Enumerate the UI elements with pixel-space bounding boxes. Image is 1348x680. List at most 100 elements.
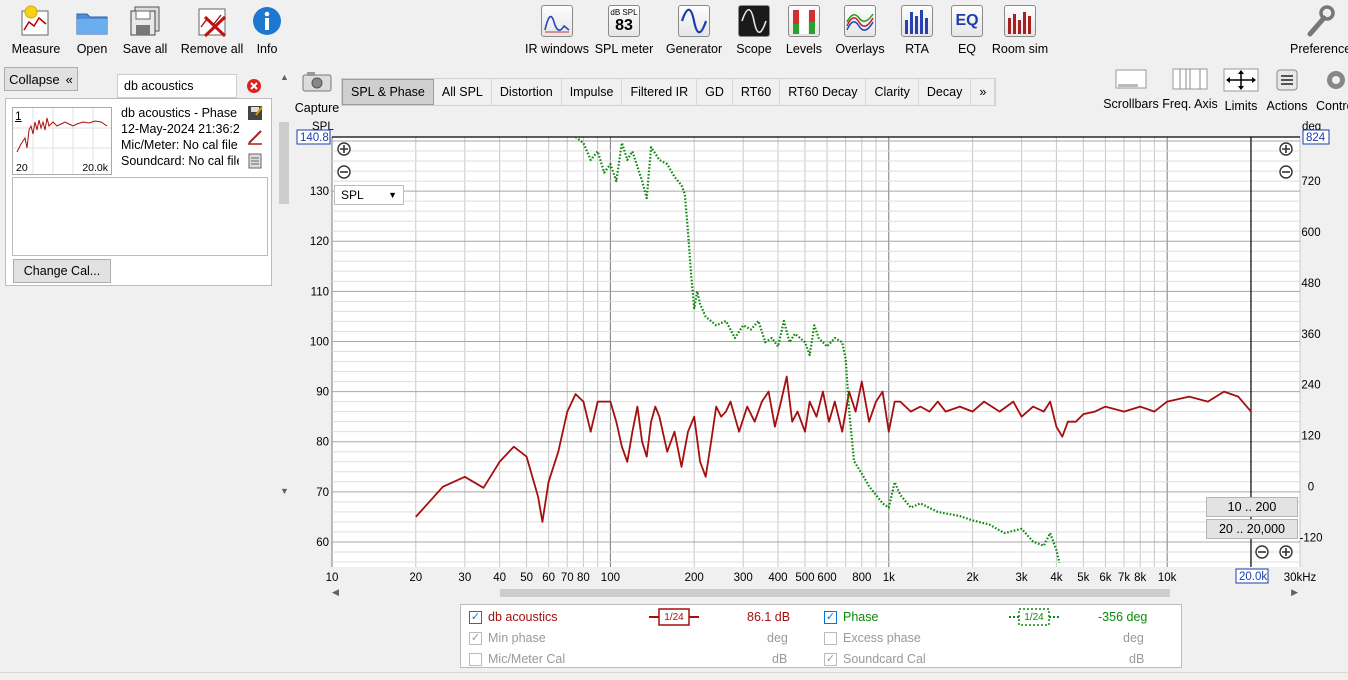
preferences-button[interactable]: Preference: [1290, 0, 1348, 58]
horizontal-scroll-thumb[interactable]: [500, 589, 1170, 597]
x-axis-max[interactable]: 20.0k: [1239, 571, 1267, 583]
actions-button[interactable]: Actions: [1266, 68, 1308, 113]
legend-mic-cal-item[interactable]: Mic/Meter Cal: [469, 652, 565, 666]
measurement-card[interactable]: 1 20 20.0k db acoustics - Phase p 12-May…: [5, 98, 272, 286]
x-tick-label: 5k: [1077, 572, 1089, 584]
limits-label: Limits: [1224, 99, 1258, 113]
scroll-right-icon[interactable]: ▶: [1291, 587, 1298, 597]
scroll-up-icon[interactable]: ▲: [280, 72, 289, 82]
tab-clarity[interactable]: Clarity: [866, 79, 919, 105]
search-input[interactable]: db acoustics: [117, 74, 237, 98]
tab-decay[interactable]: Decay: [919, 79, 972, 105]
spl-phase-graph[interactable]: 10 20 30 40 50 60 70 80 100 200 300 400 500 600 800 1k 2…: [290, 118, 1348, 588]
info-button[interactable]: Info: [252, 0, 282, 58]
collapse-button[interactable]: Collapse «: [4, 67, 78, 91]
measurement-soundcard-cal: Soundcard: No cal file: [121, 154, 239, 168]
range-20-20000-button[interactable]: 20 .. 20,000: [1206, 519, 1298, 539]
tab-rt60-decay[interactable]: RT60 Decay: [780, 79, 867, 105]
zoom-in-left-icon[interactable]: [337, 142, 351, 156]
left-panel-scrollbar[interactable]: ▲ ▼: [277, 66, 291, 501]
tab-filtered-ir[interactable]: Filtered IR: [622, 79, 698, 105]
phase-trace: [574, 137, 1061, 564]
controls-button[interactable]: Contro: [1316, 68, 1348, 113]
tab-gd[interactable]: GD: [697, 79, 733, 105]
measure-button[interactable]: Measure: [10, 0, 62, 58]
change-cal-button[interactable]: Change Cal...: [13, 259, 111, 283]
scope-label: Scope: [736, 42, 772, 56]
eq-button[interactable]: EQ EQ: [948, 0, 986, 58]
x-tick-label: 200: [685, 572, 704, 584]
scroll-down-icon[interactable]: ▼: [280, 486, 289, 496]
measurement-notes[interactable]: [12, 177, 268, 256]
scrollbars-button[interactable]: Scrollbars: [1103, 68, 1159, 111]
checkbox-unchecked-icon[interactable]: [824, 631, 837, 645]
left-axis-max[interactable]: 140.8: [300, 132, 329, 144]
tab-distortion[interactable]: Distortion: [492, 79, 562, 105]
zoom-in-right-icon[interactable]: [1279, 142, 1293, 156]
legend-phase-item[interactable]: ✓ Phase: [824, 610, 878, 624]
scope-button[interactable]: Scope: [734, 0, 774, 58]
checkbox-checked-disabled-icon[interactable]: ✓: [824, 652, 837, 666]
clear-search-icon[interactable]: [247, 79, 261, 96]
right-axis-max-box[interactable]: [1302, 129, 1330, 145]
x-tick-label: 70: [561, 572, 574, 584]
graph-type-dropdown[interactable]: SPL ▼: [334, 185, 404, 205]
ir-windows-button[interactable]: IR windows: [525, 0, 589, 58]
room-sim-button[interactable]: Room sim: [990, 0, 1050, 58]
legend-soundcard-cal-unit: dB: [1129, 652, 1145, 666]
zoom-out-x-icon[interactable]: [1255, 545, 1269, 559]
thumbnail-start-freq: 20: [16, 162, 28, 174]
capture-button[interactable]: Capture: [295, 70, 339, 116]
limits-button[interactable]: Limits: [1220, 68, 1262, 113]
zoom-in-x-icon[interactable]: [1279, 545, 1293, 559]
color-pen-icon[interactable]: [247, 129, 265, 148]
left-axis-max-box[interactable]: [296, 129, 331, 145]
left-y-tick-label: 90: [316, 387, 329, 399]
right-axis-max[interactable]: 824: [1306, 132, 1326, 144]
ir-windows-icon: [541, 5, 573, 37]
legend-soundcard-cal-item[interactable]: ✓ Soundcard Cal: [824, 652, 926, 666]
measurement-thumbnail[interactable]: 1 20 20.0k: [12, 107, 112, 175]
tab-all-spl[interactable]: All SPL: [434, 79, 492, 105]
right-y-tick-label: 0: [1308, 481, 1314, 493]
checkbox-checked-icon[interactable]: ✓: [469, 610, 482, 624]
legend-mic-cal-name: Mic/Meter Cal: [488, 652, 566, 666]
spl-meter-button[interactable]: dB SPL 83 SPL meter: [595, 0, 653, 58]
legend-spl-name: db acoustics: [488, 610, 558, 624]
legend-min-phase-item[interactable]: ✓ Min phase: [469, 631, 546, 645]
save-all-button[interactable]: Save all: [122, 0, 168, 58]
measurement-name[interactable]: db acoustics - Phase p: [121, 106, 239, 120]
right-y-tick-label: 600: [1301, 227, 1320, 239]
checkbox-checked-icon[interactable]: ✓: [824, 610, 837, 624]
scroll-thumb[interactable]: [279, 122, 289, 204]
phase-smoothing-indicator[interactable]: 1/24: [1009, 608, 1059, 626]
left-y-tick-label: 130: [310, 186, 329, 198]
notes-icon[interactable]: [247, 153, 265, 172]
save-measurement-icon[interactable]: [247, 105, 265, 124]
tab-more[interactable]: »: [971, 79, 996, 105]
remove-all-button[interactable]: Remove all: [180, 0, 244, 58]
rta-button[interactable]: RTA: [898, 0, 936, 58]
checkbox-checked-disabled-icon[interactable]: ✓: [469, 631, 482, 645]
open-button[interactable]: Open: [70, 0, 114, 58]
x-axis-max-box[interactable]: [1235, 568, 1269, 584]
generator-label: Generator: [665, 42, 723, 56]
levels-button[interactable]: Levels: [784, 0, 824, 58]
overlays-button[interactable]: Overlays: [834, 0, 886, 58]
generator-button[interactable]: Generator: [666, 0, 722, 58]
zoom-out-right-icon[interactable]: [1279, 165, 1293, 179]
legend-soundcard-cal-name: Soundcard Cal: [843, 652, 926, 666]
limits-icon: [1223, 68, 1259, 95]
legend-spl-item[interactable]: ✓ db acoustics: [469, 610, 557, 624]
tab-impulse[interactable]: Impulse: [562, 79, 623, 105]
tab-rt60[interactable]: RT60: [733, 79, 781, 105]
spl-smoothing-indicator[interactable]: 1/24: [649, 608, 699, 626]
tab-spl-phase[interactable]: SPL & Phase: [342, 79, 434, 105]
freq-axis-button[interactable]: Freq. Axis: [1162, 68, 1218, 111]
legend-excess-phase-item[interactable]: Excess phase: [824, 631, 921, 645]
scroll-left-icon[interactable]: ◀: [332, 587, 339, 597]
graph-horizontal-scrollbar[interactable]: ◀ ▶: [330, 587, 1300, 599]
range-10-200-button[interactable]: 10 .. 200: [1206, 497, 1298, 517]
checkbox-unchecked-icon[interactable]: [469, 652, 482, 666]
zoom-out-left-icon[interactable]: [337, 165, 351, 179]
